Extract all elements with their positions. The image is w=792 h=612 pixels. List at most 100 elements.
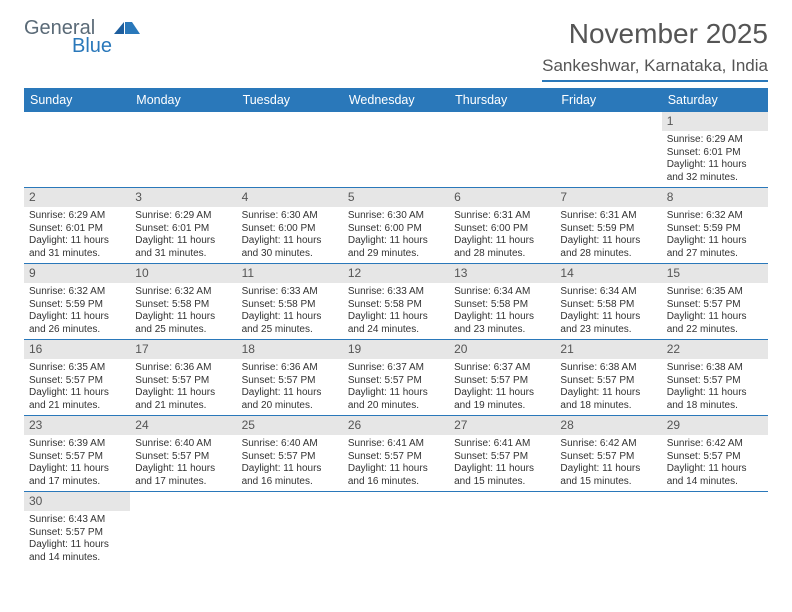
calendar-day: 22Sunrise: 6:38 AMSunset: 5:57 PMDayligh… xyxy=(662,340,768,416)
calendar-day: 4Sunrise: 6:30 AMSunset: 6:00 PMDaylight… xyxy=(237,188,343,264)
day-number: 1 xyxy=(662,112,768,131)
calendar-day: 15Sunrise: 6:35 AMSunset: 5:57 PMDayligh… xyxy=(662,264,768,340)
weekday-header: Friday xyxy=(555,88,661,112)
calendar-day xyxy=(130,492,236,568)
day-content: Sunrise: 6:33 AMSunset: 5:58 PMDaylight:… xyxy=(343,283,449,339)
day-content: Sunrise: 6:42 AMSunset: 5:57 PMDaylight:… xyxy=(555,435,661,491)
day-content: Sunrise: 6:34 AMSunset: 5:58 PMDaylight:… xyxy=(449,283,555,339)
day-content: Sunrise: 6:40 AMSunset: 5:57 PMDaylight:… xyxy=(130,435,236,491)
calendar-day: 3Sunrise: 6:29 AMSunset: 6:01 PMDaylight… xyxy=(130,188,236,264)
calendar-day: 12Sunrise: 6:33 AMSunset: 5:58 PMDayligh… xyxy=(343,264,449,340)
day-number: 3 xyxy=(130,188,236,207)
day-content: Sunrise: 6:30 AMSunset: 6:00 PMDaylight:… xyxy=(237,207,343,263)
day-content: Sunrise: 6:31 AMSunset: 5:59 PMDaylight:… xyxy=(555,207,661,263)
calendar-day: 10Sunrise: 6:32 AMSunset: 5:58 PMDayligh… xyxy=(130,264,236,340)
day-number: 6 xyxy=(449,188,555,207)
weekday-header: Thursday xyxy=(449,88,555,112)
day-number: 25 xyxy=(237,416,343,435)
calendar-body: 1 Sunrise: 6:29 AMSunset: 6:01 PMDaylight… xyxy=(24,112,768,567)
calendar-day: 7Sunrise: 6:31 AMSunset: 5:59 PMDaylight… xyxy=(555,188,661,264)
weekday-header: Tuesday xyxy=(237,88,343,112)
calendar-week: 9Sunrise: 6:32 AMSunset: 5:59 PMDaylight… xyxy=(24,264,768,340)
day-content: Sunrise: 6:29 AMSunset: 6:01 PMDaylight:… xyxy=(24,207,130,263)
day-content: Sunrise: 6:42 AMSunset: 5:57 PMDaylight:… xyxy=(662,435,768,491)
day-number: 14 xyxy=(555,264,661,283)
day-content: Sunrise: 6:38 AMSunset: 5:57 PMDaylight:… xyxy=(555,359,661,415)
calendar-day xyxy=(343,492,449,568)
calendar-day: 29Sunrise: 6:42 AMSunset: 5:57 PMDayligh… xyxy=(662,416,768,492)
day-number: 17 xyxy=(130,340,236,359)
day-number: 29 xyxy=(662,416,768,435)
calendar-day xyxy=(237,492,343,568)
day-content: Sunrise: 6:33 AMSunset: 5:58 PMDaylight:… xyxy=(237,283,343,339)
header: General Blue November 2025 Sankeshwar, K… xyxy=(24,18,768,82)
calendar-day: 2Sunrise: 6:29 AMSunset: 6:01 PMDaylight… xyxy=(24,188,130,264)
day-number: 22 xyxy=(662,340,768,359)
calendar-day: 6Sunrise: 6:31 AMSunset: 6:00 PMDaylight… xyxy=(449,188,555,264)
day-content: Sunrise: 6:35 AMSunset: 5:57 PMDaylight:… xyxy=(24,359,130,415)
calendar-week: 2Sunrise: 6:29 AMSunset: 6:01 PMDaylight… xyxy=(24,188,768,264)
calendar-day: 20Sunrise: 6:37 AMSunset: 5:57 PMDayligh… xyxy=(449,340,555,416)
day-content: Sunrise: 6:32 AMSunset: 5:59 PMDaylight:… xyxy=(24,283,130,339)
day-content: Sunrise: 6:31 AMSunset: 6:00 PMDaylight:… xyxy=(449,207,555,263)
day-content: Sunrise: 6:38 AMSunset: 5:57 PMDaylight:… xyxy=(662,359,768,415)
day-content: Sunrise: 6:43 AMSunset: 5:57 PMDaylight:… xyxy=(24,511,130,567)
calendar-day xyxy=(449,112,555,188)
calendar-day: 13Sunrise: 6:34 AMSunset: 5:58 PMDayligh… xyxy=(449,264,555,340)
calendar-day: 11Sunrise: 6:33 AMSunset: 5:58 PMDayligh… xyxy=(237,264,343,340)
weekday-header: Saturday xyxy=(662,88,768,112)
day-content: Sunrise: 6:29 AMSunset: 6:01 PMDaylight:… xyxy=(130,207,236,263)
day-number: 13 xyxy=(449,264,555,283)
day-content: Sunrise: 6:34 AMSunset: 5:58 PMDaylight:… xyxy=(555,283,661,339)
day-number: 23 xyxy=(24,416,130,435)
calendar-day xyxy=(24,112,130,188)
calendar-day: 1Sunrise: 6:29 AMSunset: 6:01 PMDaylight… xyxy=(662,112,768,188)
calendar-day xyxy=(555,492,661,568)
day-content: Sunrise: 6:39 AMSunset: 5:57 PMDaylight:… xyxy=(24,435,130,491)
day-content: Sunrise: 6:35 AMSunset: 5:57 PMDaylight:… xyxy=(662,283,768,339)
month-title: November 2025 xyxy=(542,18,768,50)
calendar-week: 23Sunrise: 6:39 AMSunset: 5:57 PMDayligh… xyxy=(24,416,768,492)
weekday-header: Sunday xyxy=(24,88,130,112)
day-number: 18 xyxy=(237,340,343,359)
calendar-day: 27Sunrise: 6:41 AMSunset: 5:57 PMDayligh… xyxy=(449,416,555,492)
calendar-day xyxy=(662,492,768,568)
day-number: 20 xyxy=(449,340,555,359)
calendar-day xyxy=(343,112,449,188)
calendar-day xyxy=(555,112,661,188)
day-content: Sunrise: 6:36 AMSunset: 5:57 PMDaylight:… xyxy=(130,359,236,415)
day-number: 28 xyxy=(555,416,661,435)
calendar-week: 16Sunrise: 6:35 AMSunset: 5:57 PMDayligh… xyxy=(24,340,768,416)
day-content: Sunrise: 6:36 AMSunset: 5:57 PMDaylight:… xyxy=(237,359,343,415)
day-number: 19 xyxy=(343,340,449,359)
day-number: 30 xyxy=(24,492,130,511)
calendar-week: 1Sunrise: 6:29 AMSunset: 6:01 PMDaylight… xyxy=(24,112,768,188)
day-number: 5 xyxy=(343,188,449,207)
day-number: 15 xyxy=(662,264,768,283)
calendar-day: 9Sunrise: 6:32 AMSunset: 5:59 PMDaylight… xyxy=(24,264,130,340)
day-content: Sunrise: 6:37 AMSunset: 5:57 PMDaylight:… xyxy=(449,359,555,415)
calendar-day: 28Sunrise: 6:42 AMSunset: 5:57 PMDayligh… xyxy=(555,416,661,492)
day-number: 2 xyxy=(24,188,130,207)
calendar-day: 30Sunrise: 6:43 AMSunset: 5:57 PMDayligh… xyxy=(24,492,130,568)
logo-flag-icon xyxy=(114,18,142,43)
calendar-day xyxy=(237,112,343,188)
day-number: 11 xyxy=(237,264,343,283)
calendar-day: 25Sunrise: 6:40 AMSunset: 5:57 PMDayligh… xyxy=(237,416,343,492)
location: Sankeshwar, Karnataka, India xyxy=(542,56,768,82)
calendar-day: 26Sunrise: 6:41 AMSunset: 5:57 PMDayligh… xyxy=(343,416,449,492)
calendar-day: 16Sunrise: 6:35 AMSunset: 5:57 PMDayligh… xyxy=(24,340,130,416)
day-content: Sunrise: 6:32 AMSunset: 5:59 PMDaylight:… xyxy=(662,207,768,263)
calendar-day: 5Sunrise: 6:30 AMSunset: 6:00 PMDaylight… xyxy=(343,188,449,264)
day-number: 16 xyxy=(24,340,130,359)
day-content: Sunrise: 6:32 AMSunset: 5:58 PMDaylight:… xyxy=(130,283,236,339)
calendar-table: SundayMondayTuesdayWednesdayThursdayFrid… xyxy=(24,88,768,567)
day-content: Sunrise: 6:37 AMSunset: 5:57 PMDaylight:… xyxy=(343,359,449,415)
day-content: Sunrise: 6:30 AMSunset: 6:00 PMDaylight:… xyxy=(343,207,449,263)
calendar-day: 14Sunrise: 6:34 AMSunset: 5:58 PMDayligh… xyxy=(555,264,661,340)
calendar-day: 21Sunrise: 6:38 AMSunset: 5:57 PMDayligh… xyxy=(555,340,661,416)
calendar-day: 8Sunrise: 6:32 AMSunset: 5:59 PMDaylight… xyxy=(662,188,768,264)
calendar-day xyxy=(130,112,236,188)
weekday-header: Monday xyxy=(130,88,236,112)
day-content: Sunrise: 6:40 AMSunset: 5:57 PMDaylight:… xyxy=(237,435,343,491)
